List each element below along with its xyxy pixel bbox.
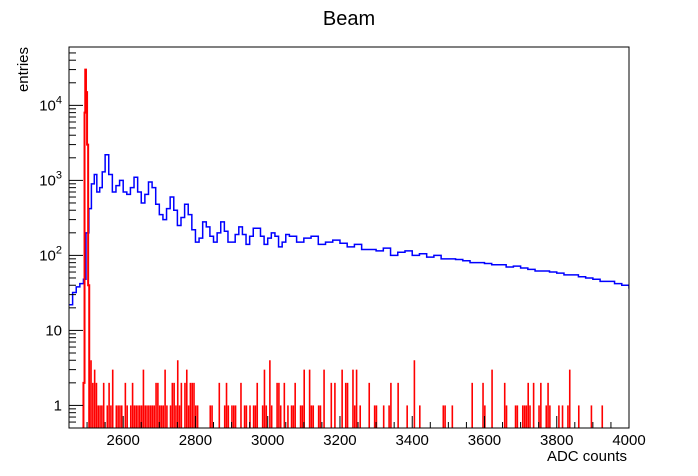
x-tick-label: 3800	[540, 432, 573, 449]
plot-frame	[68, 46, 630, 429]
x-tick-label: 4000	[612, 432, 645, 449]
series-layer	[69, 68, 629, 428]
y-tick-label: 10	[45, 322, 62, 339]
y-tick-label: 103	[39, 169, 62, 189]
x-tick-label: 2600	[107, 432, 140, 449]
y-axis: 1 10 102 103 104	[39, 46, 83, 429]
y-tick-label: 1	[54, 397, 62, 414]
x-tick-label: 3400	[396, 432, 429, 449]
y-axis-label: entries	[15, 47, 32, 92]
y-tick-label: 104	[39, 94, 62, 114]
red-noise-bars	[88, 360, 604, 428]
chart-title: Beam	[323, 8, 375, 30]
x-axis-label: ADC counts	[547, 448, 627, 465]
x-tick-label: 3000	[251, 432, 284, 449]
x-tick-label: 3600	[468, 432, 501, 449]
series-blue-line	[69, 153, 629, 306]
y-tick-label: 102	[39, 244, 62, 264]
plot-area	[69, 68, 629, 428]
x-tick-label: 2800	[179, 432, 212, 449]
x-axis: 2600 2800 3000 3200 3400 3600 3800 4000	[68, 416, 646, 449]
x-tick-label: 3200	[323, 432, 356, 449]
series-red-peak	[82, 68, 91, 428]
